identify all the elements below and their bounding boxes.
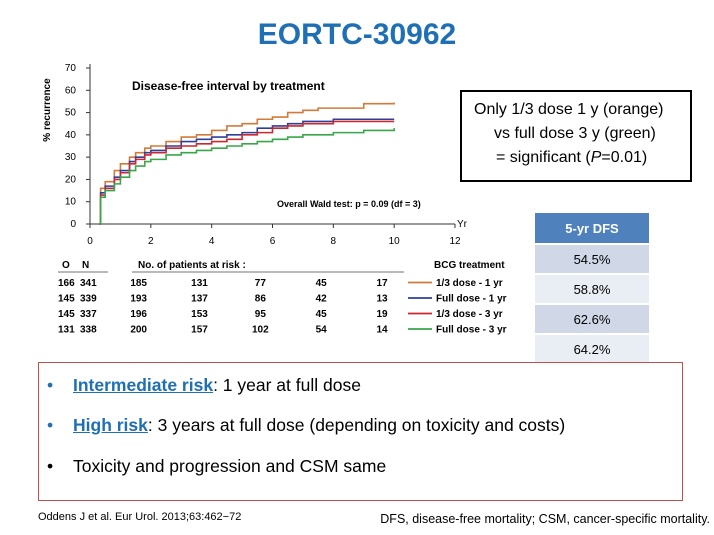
- risk-count: 54: [316, 325, 328, 336]
- dfs-table: 5-yr DFS 54.5% 58.8% 62.6% 64.2%: [535, 213, 649, 365]
- curve-full-dose-1-yr: [99, 118, 395, 225]
- risk-count: 185: [130, 278, 147, 289]
- x-tick-label: 12: [449, 236, 461, 247]
- x-tick-label: 2: [148, 236, 154, 247]
- risk-header-o: O: [62, 260, 70, 271]
- callout-line-2: vs full dose 3 y (green): [494, 125, 656, 142]
- x-tick-label: 10: [389, 236, 401, 247]
- bullet-high-risk: • High risk: 3 years at full dose (depend…: [47, 415, 565, 436]
- risk-count: 131: [191, 278, 208, 289]
- bullet-toxicity: • Toxicity and progression and CSM same: [47, 456, 386, 477]
- risk-n-value: 337: [80, 309, 97, 320]
- risk-n-value: 339: [80, 294, 97, 305]
- x-tick-label: 0: [87, 236, 93, 247]
- bullet-text: Toxicity and progression and CSM same: [73, 456, 387, 476]
- legend-label: 1/3 dose - 1 yr: [436, 278, 503, 289]
- dfs-table-header: 5-yr DFS: [535, 213, 649, 245]
- reference-citation: Oddens J et al. Eur Urol. 2013;63:462−72: [38, 511, 242, 523]
- high-risk-link[interactable]: High risk: [73, 415, 148, 435]
- chart-ticks: 0 10 20 30 40 50 60 70 0 2 4 6 8 10 12 Yr % recurrence Di…: [42, 63, 468, 247]
- risk-table-title: No. of patients at risk :: [138, 260, 246, 271]
- km-chart: 0 10 20 30 40 50 60 70 0 2 4 6 8 10 12 Yr % recurrence Di…: [42, 63, 507, 336]
- y-tick-label: 50: [65, 108, 77, 119]
- bullet-text: : 1 year at full dose: [213, 375, 361, 395]
- dfs-cell: 62.6%: [535, 304, 649, 335]
- wald-test-annotation: Overall Wald test: p = 0.09 (df = 3): [277, 199, 421, 209]
- risk-o-value: 145: [58, 309, 75, 320]
- risk-count: 95: [255, 309, 267, 320]
- risk-count: 86: [255, 294, 267, 305]
- risk-count: 42: [316, 294, 328, 305]
- risk-count: 153: [191, 309, 208, 320]
- risk-n-value: 341: [80, 278, 97, 289]
- legend-label: Full dose - 3 yr: [436, 325, 507, 336]
- risk-count: 196: [130, 309, 147, 320]
- curve-1-3-dose-3-yr: [99, 120, 395, 225]
- recommendation-box: • Intermediate risk: 1 year at full dose …: [38, 362, 683, 501]
- legend-label: Full dose - 1 yr: [436, 294, 507, 305]
- risk-count: 19: [376, 309, 388, 320]
- callout-line-3-pre: = significant (: [496, 149, 591, 166]
- callout-line-3-post: =0.01): [601, 149, 648, 166]
- risk-count: 157: [191, 325, 208, 336]
- bullet-dot: •: [47, 375, 54, 395]
- x-tick-label: 4: [209, 236, 215, 247]
- risk-count: 13: [376, 294, 388, 305]
- bullet-dot: •: [47, 456, 54, 476]
- y-tick-label: 60: [65, 85, 77, 96]
- dfs-cell: 54.5%: [535, 244, 649, 275]
- legend-label: 1/3 dose - 3 yr: [436, 309, 503, 320]
- callout-line-1: Only 1/3 dose 1 y (orange): [474, 101, 664, 118]
- chart-curves: [99, 102, 395, 225]
- x-tick-label: 6: [270, 236, 276, 247]
- dfs-cell: 64.2%: [535, 334, 649, 365]
- y-tick-label: 0: [70, 219, 76, 230]
- y-tick-label: 30: [65, 152, 77, 163]
- risk-count: 45: [316, 309, 328, 320]
- abbreviation-footnote: DFS, disease-free mortality; CSM, cancer…: [380, 512, 710, 526]
- risk-count: 102: [252, 325, 269, 336]
- risk-header-n: N: [82, 260, 89, 271]
- risk-o-value: 145: [58, 294, 75, 305]
- slide-title: EORTC-30962: [257, 18, 457, 51]
- risk-count: 193: [130, 294, 147, 305]
- risk-count: 200: [130, 325, 147, 336]
- x-axis-label: Yr: [457, 219, 468, 230]
- y-axis-label: % recurrence: [42, 78, 53, 142]
- significance-callout: Only 1/3 dose 1 y (orange) vs full dose …: [460, 90, 692, 182]
- risk-count: 17: [376, 278, 388, 289]
- risk-o-value: 131: [58, 325, 75, 336]
- risk-legend-title: BCG treatment: [434, 260, 505, 271]
- bullet-dot: •: [47, 415, 54, 435]
- y-tick-label: 70: [65, 63, 77, 74]
- y-tick-label: 40: [65, 130, 77, 141]
- risk-o-value: 166: [58, 278, 75, 289]
- callout-p-symbol: P: [590, 149, 602, 166]
- callout-line-3: = significant (P=0.01): [462, 146, 690, 170]
- curve-full-dose-3-yr: [99, 128, 395, 225]
- risk-count: 45: [316, 278, 328, 289]
- x-tick-label: 8: [331, 236, 337, 247]
- dfs-cell: 58.8%: [535, 274, 649, 305]
- risk-n-value: 338: [80, 325, 97, 336]
- chart-title: Disease-free interval by treatment: [132, 79, 325, 93]
- y-tick-label: 10: [65, 197, 77, 208]
- intermediate-risk-link[interactable]: Intermediate risk: [73, 375, 214, 395]
- bullet-intermediate-risk: • Intermediate risk: 1 year at full dose: [47, 375, 361, 396]
- risk-table: O N No. of patients at risk : BCG treatment…: [58, 260, 507, 336]
- risk-count: 77: [255, 278, 267, 289]
- risk-count: 14: [376, 325, 388, 336]
- risk-count: 137: [191, 294, 208, 305]
- bullet-text: : 3 years at full dose (depending on tox…: [147, 415, 566, 435]
- curve-1-3-dose-1-yr: [99, 102, 395, 225]
- y-tick-label: 20: [65, 174, 77, 185]
